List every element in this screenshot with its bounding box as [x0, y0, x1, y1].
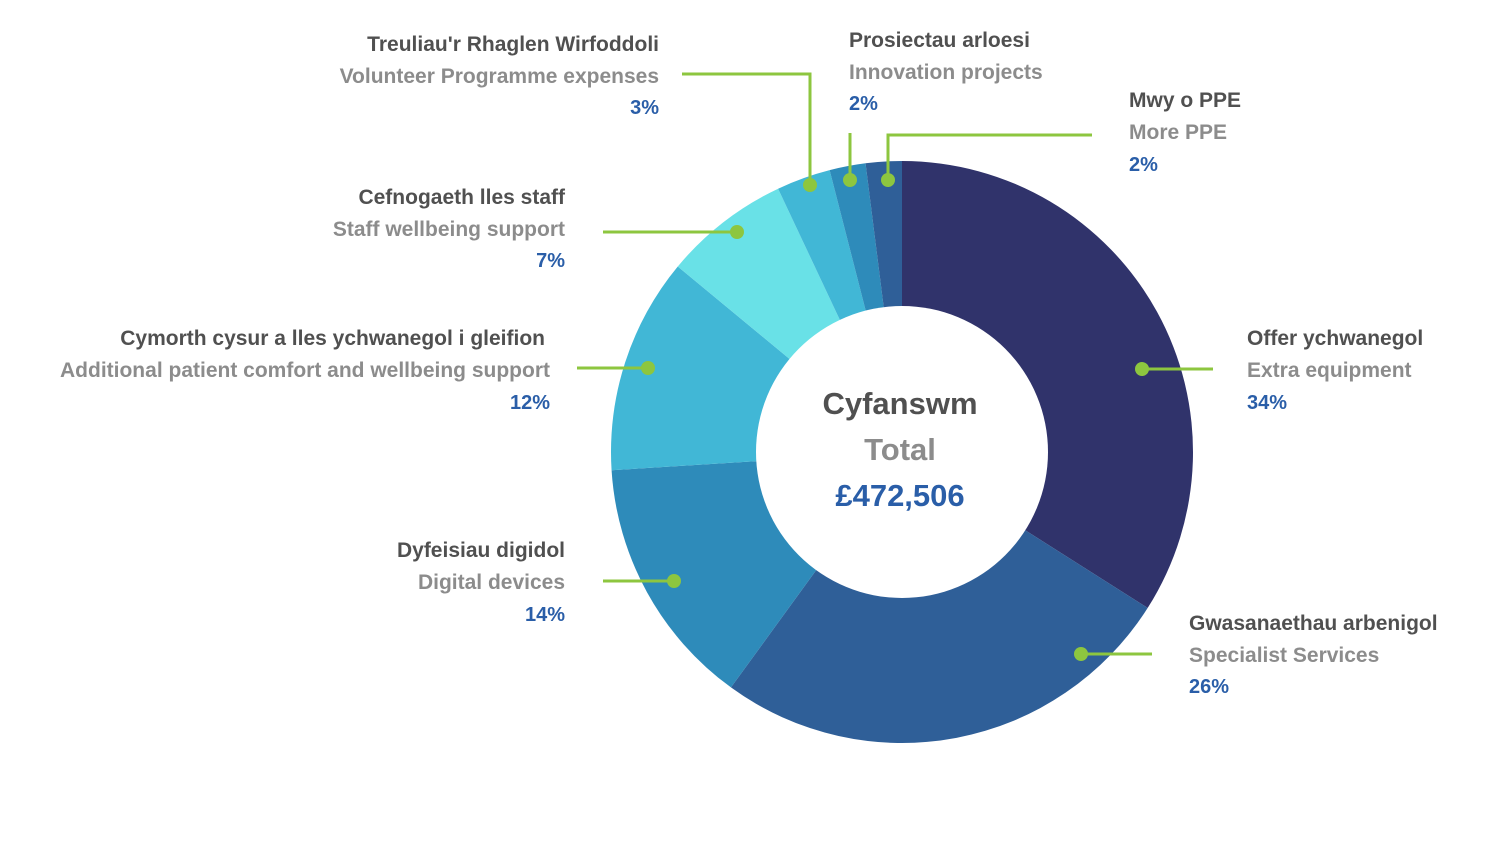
- label-pct-specialist-services: 26%: [1189, 676, 1229, 698]
- label-welsh-more-ppe: Mwy o PPE: [1129, 89, 1241, 112]
- leader-dot-extra-equipment: [1135, 362, 1149, 376]
- label-welsh-extra-equipment: Offer ychwanegol: [1247, 327, 1423, 350]
- center-title-welsh: Cyfanswm: [822, 386, 977, 421]
- label-english-more-ppe: More PPE: [1129, 121, 1227, 144]
- label-pct-extra-equipment: 34%: [1247, 392, 1287, 414]
- label-english-staff-wellbeing: Staff wellbeing support: [333, 218, 565, 241]
- label-welsh-patient-comfort: Cymorth cysur a lles ychwanegol i gleifi…: [120, 327, 545, 350]
- leader-dot-digital-devices: [667, 574, 681, 588]
- slice-specialist-services: [730, 452, 1148, 744]
- leader-dot-innovation-projects: [843, 173, 857, 187]
- label-welsh-volunteer-programme: Treuliau'r Rhaglen Wirfoddoli: [367, 33, 659, 56]
- label-welsh-innovation-projects: Prosiectau arloesi: [849, 29, 1030, 52]
- label-pct-volunteer-programme: 3%: [630, 97, 659, 119]
- leader-dot-more-ppe: [881, 173, 895, 187]
- label-english-specialist-services: Specialist Services: [1189, 644, 1379, 667]
- label-english-innovation-projects: Innovation projects: [849, 61, 1043, 84]
- leader-dot-specialist-services: [1074, 647, 1088, 661]
- label-english-volunteer-programme: Volunteer Programme expenses: [340, 65, 659, 88]
- label-pct-more-ppe: 2%: [1129, 154, 1158, 176]
- label-welsh-staff-wellbeing: Cefnogaeth lles staff: [358, 186, 566, 209]
- donut-hole: [756, 306, 1048, 598]
- leader-dot-patient-comfort: [641, 361, 655, 375]
- leader-line-volunteer-programme: [682, 72, 812, 185]
- label-pct-innovation-projects: 2%: [849, 93, 878, 115]
- label-english-digital-devices: Digital devices: [418, 571, 565, 594]
- label-pct-patient-comfort: 12%: [510, 392, 550, 414]
- label-english-extra-equipment: Extra equipment: [1247, 359, 1412, 382]
- leader-lines: [577, 72, 1213, 661]
- leader-dot-volunteer-programme: [803, 178, 817, 192]
- label-welsh-specialist-services: Gwasanaethau arbenigol: [1189, 612, 1438, 635]
- label-pct-staff-wellbeing: 7%: [536, 250, 565, 272]
- leader-line-more-ppe: [886, 133, 1092, 180]
- center-total-value: £472,506: [835, 478, 964, 513]
- label-pct-digital-devices: 14%: [525, 604, 565, 626]
- center-title-english: Total: [864, 432, 936, 467]
- leader-dot-staff-wellbeing: [730, 225, 744, 239]
- label-welsh-digital-devices: Dyfeisiau digidol: [397, 539, 565, 562]
- label-english-patient-comfort: Additional patient comfort and wellbeing…: [60, 359, 550, 382]
